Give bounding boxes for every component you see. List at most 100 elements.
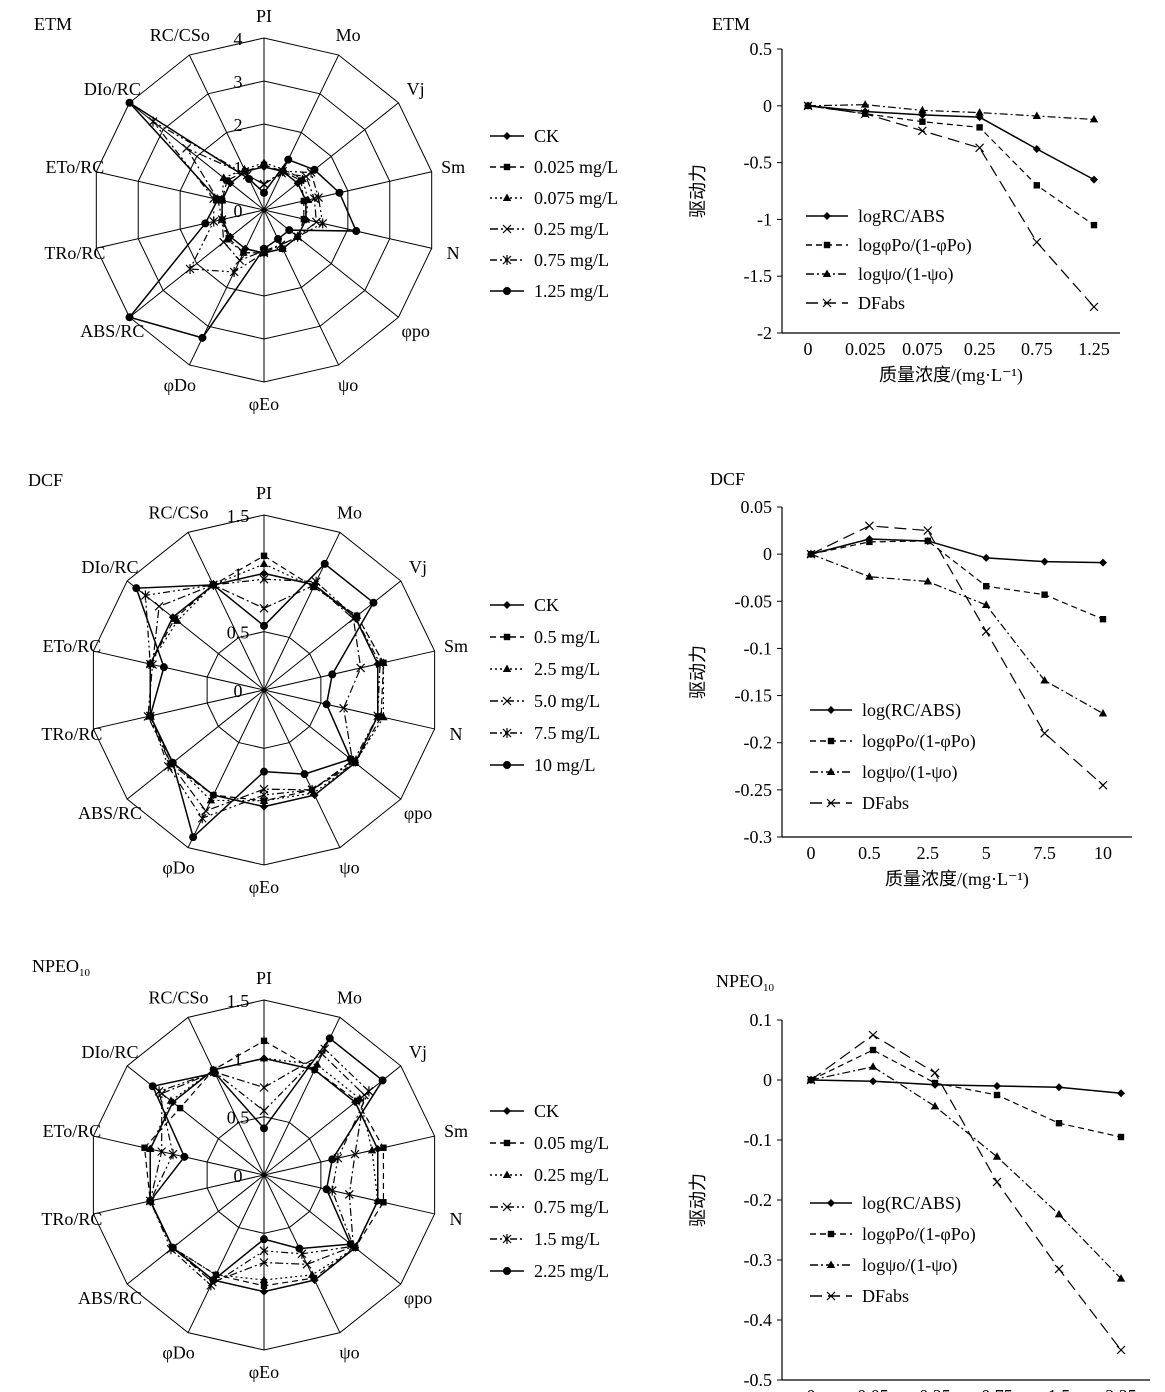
- npeo-legend-item: CK: [490, 1101, 559, 1121]
- dcf-legend-item: 5.0 mg/L: [490, 691, 600, 711]
- etm-data-point: [303, 195, 313, 203]
- npeo-series: [807, 1076, 1125, 1098]
- dcf-data-point: [982, 600, 991, 609]
- npeo-axis-label: ABS/RC: [78, 1288, 142, 1308]
- dcf-data-point: [197, 813, 207, 824]
- npeo-legend-label: 1.5 mg/L: [534, 1229, 600, 1249]
- npeo-data-point: [260, 1037, 268, 1045]
- etm-legend-label: 1.25 mg/L: [534, 281, 609, 301]
- dcf-series-line: [147, 584, 362, 812]
- etm-data-point: [125, 313, 134, 322]
- dcf-data-point-b: [356, 663, 366, 673]
- etm-legend-label: DFabs: [858, 293, 905, 313]
- etm-data-point: [976, 124, 983, 131]
- etm-data-point: [301, 172, 311, 181]
- npeo-data-point: [1117, 1089, 1125, 1098]
- npeo-data-point-b: [1054, 1264, 1064, 1274]
- npeo-y-tick-label: -0.1: [744, 1130, 773, 1150]
- dcf-data-point: [350, 612, 360, 623]
- npeo-radial-tick-label: 0.5: [227, 1108, 250, 1128]
- dcf-data-point-b: [864, 521, 874, 531]
- etm-legend-marker: [502, 193, 512, 201]
- npeo-legend-item: log(RC/ABS): [810, 1193, 961, 1214]
- npeo-x-tick-label: 0.25: [919, 1386, 951, 1392]
- npeo-y-tick-label: -0.2: [744, 1190, 773, 1210]
- npeo-data-point: [359, 1090, 369, 1100]
- npeo-line-chart: NPEO10 -0.5 -0.4 -0.3 -0.2 -0.1 0 0.1 0 0.05 0.25 0…: [688, 971, 1150, 1392]
- dcf-data-point: [369, 598, 378, 607]
- dcf-data-point: [806, 549, 816, 559]
- etm-y-tick-label: -2: [757, 323, 772, 343]
- npeo-data-point: [259, 1053, 269, 1062]
- npeo-legend-marker: [826, 1260, 836, 1268]
- npeo-data-point-b: [157, 1147, 167, 1157]
- dcf-data-point: [209, 580, 218, 589]
- dcf-data-point: [1040, 728, 1050, 738]
- npeo-data-point: [993, 1091, 1001, 1099]
- npeo-series: [807, 1046, 1125, 1141]
- dcf-data-point: [864, 521, 874, 531]
- npeo-axis-label: DIo/RC: [81, 1042, 138, 1062]
- dcf-legend-item: DFabs: [810, 793, 909, 813]
- dcf-data-point: [1041, 591, 1048, 598]
- etm-legend-item: 0.25 mg/L: [490, 219, 609, 239]
- dcf-radial-tick-label: 0: [234, 681, 243, 701]
- etm-grid-spoke: [263, 102, 399, 211]
- etm-series-line: [807, 105, 1095, 181]
- dcf-data-point: [307, 784, 317, 795]
- dcf-grid-spoke: [187, 689, 265, 848]
- npeo-data-point: [259, 1275, 269, 1283]
- etm-data-point: [239, 248, 248, 256]
- dcf-data-point: [259, 796, 269, 804]
- npeo-grid-spoke: [126, 1174, 265, 1285]
- npeo-data-point: [346, 1240, 355, 1249]
- etm-legend-label: logψo/(1-ψo): [858, 264, 954, 285]
- dcf-legend-marker-b: [826, 798, 836, 808]
- dcf-axis-label: φpo: [404, 803, 432, 823]
- npeo-data-point: [325, 1034, 334, 1043]
- etm-axis-label: φEo: [249, 394, 279, 414]
- dcf-data-point: [201, 806, 211, 816]
- dcf-data-point: [171, 615, 178, 622]
- dcf-data-point-b: [1040, 728, 1050, 738]
- npeo-data-point: [260, 1235, 268, 1244]
- dcf-grid-spoke: [263, 532, 341, 691]
- etm-legend-item: CK: [490, 126, 559, 146]
- dcf-data-point: [260, 569, 268, 578]
- etm-legend-marker: [822, 269, 832, 277]
- dcf-legend-marker: [827, 737, 835, 745]
- etm-data-point: [260, 244, 268, 253]
- npeo-axis-label: φDo: [162, 1342, 194, 1362]
- dcf-axis-label: TRo/RC: [41, 724, 102, 744]
- npeo-legend-item: 0.25 mg/L: [490, 1165, 609, 1185]
- etm-x-tick-label: 0.25: [964, 339, 996, 359]
- dcf-data-point: [1040, 675, 1049, 684]
- dcf-data-point: [923, 576, 932, 585]
- dcf-axis-label: Mo: [337, 503, 362, 523]
- etm-x-tick-label: 1.25: [1078, 339, 1110, 359]
- npeo-radar-title: NPEO10: [32, 956, 91, 979]
- etm-legend-marker: [823, 212, 831, 220]
- dcf-data-point: [259, 559, 269, 567]
- dcf-legend-item: CK: [490, 595, 559, 615]
- dcf-legend-label: 5.0 mg/L: [534, 691, 600, 711]
- dcf-legend-item: 0.5 mg/L: [490, 627, 600, 647]
- etm-axis-label: φpo: [401, 321, 429, 341]
- npeo-legend-marker: [503, 1139, 511, 1147]
- etm-legend-marker-b: [822, 298, 832, 308]
- npeo-data-point: [168, 1243, 177, 1252]
- npeo-data-point: [380, 1199, 387, 1206]
- npeo-legend-item: logφPo/(1-φPo): [810, 1224, 976, 1245]
- npeo-data-point-b: [992, 1177, 1002, 1187]
- dcf-axis-label: φDo: [162, 857, 194, 877]
- npeo-line-title: NPEO10: [716, 971, 775, 994]
- etm-data-point: [298, 174, 307, 183]
- etm-data-point: [919, 118, 926, 125]
- npeo-data-point: [210, 1069, 219, 1078]
- npeo-line-title-subscript: 10: [763, 982, 775, 994]
- etm-grid-spoke: [129, 209, 265, 318]
- dcf-x-tick-label: 2.5: [917, 843, 940, 863]
- etm-legend-item: 0.025 mg/L: [490, 157, 618, 177]
